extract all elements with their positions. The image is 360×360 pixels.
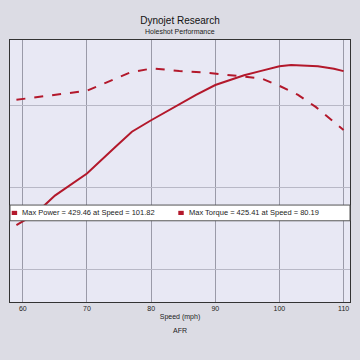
svg-text:Max Torque = 425.41 at Speed =: Max Torque = 425.41 at Speed = 80.19 (189, 208, 319, 217)
svg-text:Dynojet Research: Dynojet Research (140, 15, 219, 26)
svg-text:60: 60 (19, 305, 27, 312)
svg-text:Max Power = 429.46 at Speed =: Max Power = 429.46 at Speed = 101.82 (22, 208, 155, 217)
svg-text:110: 110 (338, 305, 349, 312)
svg-text:100: 100 (274, 305, 286, 312)
svg-text:Holeshot Performance: Holeshot Performance (145, 28, 215, 35)
svg-text:90: 90 (211, 305, 219, 312)
svg-text:70: 70 (83, 305, 91, 312)
svg-text:80: 80 (147, 305, 155, 312)
svg-text:Speed (mph): Speed (mph) (160, 313, 200, 321)
svg-text:AFR: AFR (173, 327, 187, 334)
